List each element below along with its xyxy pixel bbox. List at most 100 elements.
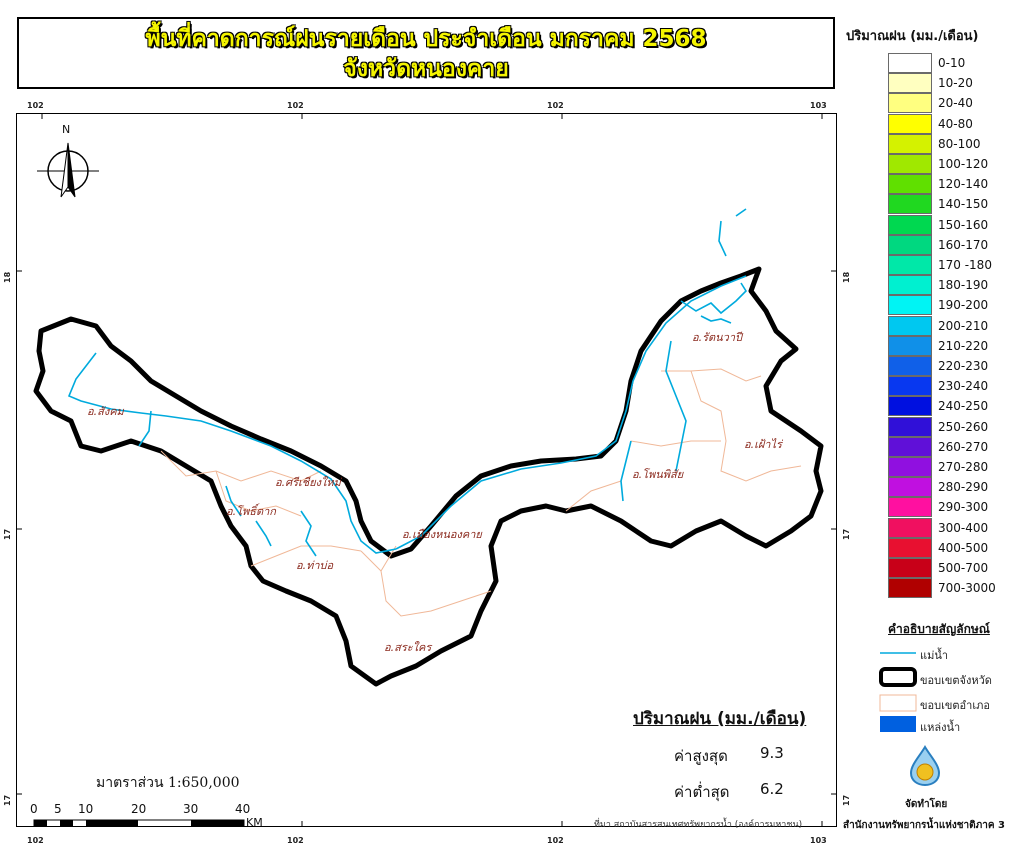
- legend-label: 160-170: [938, 237, 989, 252]
- legend-label: 270-280: [938, 460, 989, 474]
- symbol-label: ขอบเขตจังหวัด: [920, 674, 992, 687]
- legend-swatch: [888, 356, 932, 376]
- legend-label: 180-190: [938, 278, 989, 293]
- symbol-label: แหล่งน้ำ: [920, 721, 961, 734]
- district-label: อ.เฝ้าไร่: [744, 438, 782, 451]
- legend-label: 150-160: [938, 217, 989, 232]
- scale-text: มาตราส่วน 1:650,000: [96, 775, 240, 791]
- grid-label-bottom: 102: [27, 836, 44, 845]
- legend-swatch: [888, 93, 932, 114]
- waterbody-symbol: [880, 716, 916, 732]
- legend-label: 290-300: [938, 500, 989, 515]
- legend-swatch: [888, 537, 932, 558]
- legend-label: 210-220: [938, 338, 989, 353]
- made-by-label: จัดทำโดย: [905, 799, 948, 810]
- province-boundary-symbol: [879, 667, 917, 687]
- max-label: ค่าสูงสุด: [674, 747, 728, 765]
- map-frame: [16, 113, 837, 827]
- legend-label: 0-10: [938, 56, 966, 70]
- legend-label: 100-120: [938, 157, 989, 171]
- scale-tick: 30: [183, 802, 199, 816]
- legend-swatch: [888, 154, 932, 174]
- legend-label: 140-150: [938, 197, 989, 212]
- legend-swatch: [888, 578, 932, 599]
- legend-label: 170 -180: [938, 258, 992, 272]
- legend-swatch: [888, 517, 932, 538]
- legend-swatch: [888, 73, 932, 94]
- legend-swatch: [888, 396, 932, 417]
- scale-unit: KM: [246, 816, 263, 829]
- grid-label-top: 102: [287, 101, 304, 110]
- legend-label: 10-20: [938, 76, 973, 91]
- legend-swatch: [888, 376, 932, 397]
- district-label: อ.สังคม: [87, 405, 124, 418]
- north-arrow-icon: [37, 142, 99, 198]
- district-label: อ.โพนพิสัย: [632, 468, 684, 481]
- legend-swatch: [888, 194, 932, 215]
- district-boundary-symbol: [879, 694, 917, 712]
- district-label: อ.ศรีเชียงใหม่: [275, 476, 341, 489]
- legend-swatch: [888, 436, 932, 457]
- grid-label-bottom: 102: [287, 836, 304, 845]
- grid-label-bottom: 102: [547, 836, 564, 845]
- grid-label-top: 102: [27, 101, 44, 110]
- grid-label-top: 103: [810, 101, 827, 110]
- legend-swatch: [888, 497, 932, 518]
- district-label: อ.ท่าบ่อ: [296, 559, 334, 572]
- map-title: พื้นที่คาดการณ์ฝนรายเดือน ประจำเดือน มกร…: [145, 26, 707, 52]
- grid-label-bottom: 103: [810, 836, 827, 845]
- legend-swatch: [888, 335, 932, 356]
- legend-swatch: [888, 53, 932, 73]
- map-title-box: พื้นที่คาดการณ์ฝนรายเดือน ประจำเดือน มกร…: [17, 17, 835, 89]
- scale-bar: [33, 819, 245, 826]
- legend-label: 300-400: [938, 520, 989, 535]
- legend-swatch: [888, 558, 932, 578]
- legend-swatch: [888, 275, 932, 296]
- legend-swatch: [888, 457, 932, 477]
- scale-tick: 0: [30, 802, 38, 816]
- legend-swatch: [888, 214, 932, 235]
- legend-swatch: [888, 315, 932, 336]
- grid-label-right: 18: [842, 271, 851, 283]
- legend-swatch: [888, 255, 932, 275]
- grid-label-right: 17: [842, 794, 851, 806]
- legend-swatch: [888, 416, 932, 437]
- grid-label-left: 17: [3, 794, 12, 806]
- legend-swatch: [888, 133, 932, 154]
- grid-label-left: 17: [3, 528, 12, 540]
- legend-label: 280-290: [938, 480, 989, 495]
- agency-logo-icon: [909, 745, 941, 787]
- legend-label: 20-40: [938, 96, 973, 111]
- district-label: อ.สระใคร: [384, 641, 432, 654]
- legend-swatch: [888, 234, 932, 255]
- legend-label: 700-3000: [938, 581, 996, 596]
- legend-label: 190-200: [938, 298, 989, 313]
- rivers: [67, 208, 748, 557]
- scale-tick: 40: [235, 802, 251, 816]
- legend-title: ปริมาณฝน (มม./เดือน): [846, 29, 979, 44]
- legend-swatch: [888, 295, 932, 316]
- legend-label: 500-700: [938, 561, 989, 575]
- scale-tick: 20: [131, 802, 147, 816]
- legend-label: 40-80: [938, 116, 973, 131]
- map-subtitle: จังหวัดหนองคาย: [343, 56, 509, 82]
- source-text: ที่มา สถาบันสารสนเทศทรัพยากรน้ำ (องค์การ…: [594, 820, 803, 830]
- legend-swatch: [888, 477, 932, 498]
- legend-label: 230-240: [938, 379, 989, 394]
- legend-swatch: [888, 174, 932, 195]
- scale-tick: 10: [78, 802, 94, 816]
- scale-tick: 5: [54, 802, 62, 816]
- province-boundary: [33, 266, 824, 687]
- grid-label-top: 102: [547, 101, 564, 110]
- symbol-label: ขอบเขตอำเภอ: [920, 699, 990, 712]
- symbols-title: คำอธิบายสัญลักษณ์: [888, 622, 990, 636]
- agency-name: สำนักงานทรัพยากรน้ำแห่งชาติภาค 3: [843, 820, 1006, 831]
- district-label: อ.รัตนวาปี: [692, 331, 743, 344]
- legend-label: 80-100: [938, 136, 981, 151]
- stats-title: ปริมาณฝน (มม./เดือน): [633, 709, 807, 729]
- district-boundaries: [160, 368, 802, 617]
- max-value: 9.3: [760, 744, 784, 762]
- symbols-swatches: [879, 652, 917, 732]
- grid-label-right: 17: [842, 528, 851, 540]
- legend-label: 220-230: [938, 359, 989, 373]
